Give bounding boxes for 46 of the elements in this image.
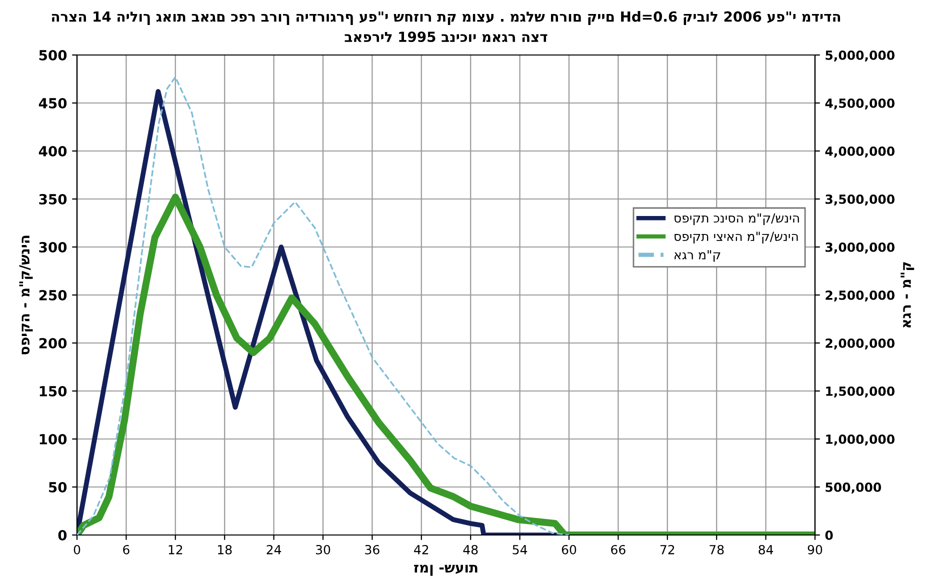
y-tick-label: 300	[39, 242, 67, 252]
y2-tick-label: 500,000	[826, 482, 882, 494]
y2-tick-label: 1,500,000	[826, 386, 895, 398]
x-tick-label: 72	[660, 544, 674, 554]
legend-label: ספיקת כניסה מ"ק/שניה	[674, 213, 799, 226]
y-tick-label: 450	[38, 98, 67, 108]
y2-tick-label: 1,000,000	[826, 434, 895, 446]
y-tick-label: 100	[40, 434, 67, 444]
x-tick-label: 84	[758, 544, 774, 554]
y-tick-label: 400	[38, 146, 67, 156]
x-tick-label: 60	[562, 544, 576, 554]
x-tick-label: 18	[218, 544, 232, 554]
y-tick-label: 50	[49, 482, 67, 492]
y-axis-title: ספיקה - מ"ק/שניה	[19, 236, 33, 354]
y2-tick-label: 3,500,000	[826, 194, 895, 206]
x-tick-label: 36	[365, 544, 380, 554]
y-tick-label: 200	[39, 338, 67, 348]
y2-tick-label: 4,500,000	[825, 98, 895, 110]
y2-tick-label: 5,000,000	[826, 50, 895, 62]
x-axis-title: זמן -שעות	[414, 564, 478, 576]
x-tick-label: 6	[123, 544, 130, 554]
x-tick-label: 48	[463, 544, 478, 554]
x-tick-label: 78	[710, 544, 724, 554]
y2-tick-label: 4,000,000	[825, 146, 895, 158]
legend-label: אגר מ"ק	[674, 250, 720, 262]
y-tick-label: 500	[39, 50, 67, 60]
x-tick-label: 66	[611, 544, 626, 554]
y2-tick-label: 2,500,000	[826, 290, 895, 302]
x-tick-label: 24	[266, 544, 282, 554]
legend-label: ספיקת יציאה מ"ק/שניה	[674, 232, 798, 244]
y-tick-label: 150	[40, 386, 67, 396]
x-tick-label: 42	[414, 544, 428, 554]
y2-tick-label: 0	[825, 530, 833, 540]
y-tick-label: 350	[39, 194, 67, 204]
chart-title: הרצה 14 הילוך גאות באגם כפר ברוך הידרוגרף עפ"י שחזור תק מוצע . מגלש חרום קיים Hd=0.6 קיבול 2006 עפ"י מדידה	[52, 11, 840, 25]
x-tick-label: 0	[74, 544, 80, 554]
y-tick-label: 0	[58, 530, 67, 540]
y-tick-label: 250	[39, 290, 67, 300]
chart-subtitle: באפריל 1995 בניכוי מאגר הצד	[344, 32, 548, 42]
y2-tick-label: 2,000,000	[826, 338, 895, 350]
y2-axis-title: אגר - מ"ק	[900, 262, 914, 328]
x-tick-label: 30	[316, 544, 330, 554]
x-tick-label: 90	[808, 544, 822, 554]
y2-tick-label: 3,000,000	[826, 242, 895, 254]
x-tick-label: 12	[168, 544, 182, 554]
x-tick-label: 54	[512, 545, 528, 554]
